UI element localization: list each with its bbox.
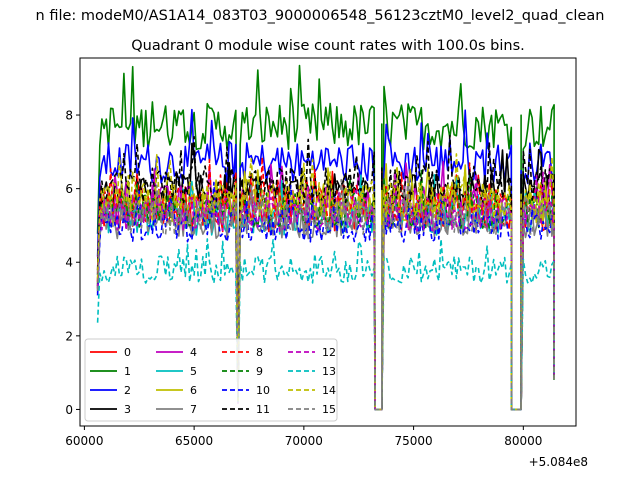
y-tick-label: 0 <box>65 403 73 417</box>
series-line-8 <box>96 156 555 411</box>
legend-label-8: 8 <box>256 346 263 359</box>
legend-label-2: 2 <box>124 384 131 397</box>
legend-box <box>84 338 338 422</box>
legend-label-7: 7 <box>190 403 197 416</box>
legend-label-1: 1 <box>124 365 131 378</box>
legend-label-9: 9 <box>256 365 263 378</box>
legend-label-4: 4 <box>190 346 197 359</box>
x-offset-label: +5.084e8 <box>529 455 588 469</box>
y-tick-label: 8 <box>65 109 73 123</box>
legend-label-0: 0 <box>124 346 131 359</box>
legend-label-14: 14 <box>322 384 336 397</box>
plot-area <box>96 64 555 411</box>
legend-label-10: 10 <box>256 384 270 397</box>
legend-label-3: 3 <box>124 403 131 416</box>
x-tick-label: 70000 <box>285 434 323 448</box>
series-line-10 <box>96 181 555 411</box>
legend-label-12: 12 <box>322 346 336 359</box>
x-tick-label: 75000 <box>394 434 432 448</box>
chart-title: Quadrant 0 module wise count rates with … <box>131 38 525 54</box>
axes-frame <box>79 57 577 427</box>
y-axis: 0 2 4 6 8 <box>65 109 80 417</box>
x-tick-label: 65000 <box>175 434 213 448</box>
legend-label-6: 6 <box>190 384 197 397</box>
series-line-2 <box>96 108 555 411</box>
series-line-14 <box>96 153 555 411</box>
x-tick-label: 80000 <box>504 434 542 448</box>
series-line-13 <box>96 238 555 411</box>
y-tick-label: 4 <box>65 256 73 270</box>
legend-label-15: 15 <box>322 403 336 416</box>
y-tick-label: 6 <box>65 182 73 196</box>
series-line-12 <box>96 171 555 411</box>
x-axis: 60000 65000 70000 75000 80000 <box>65 426 542 448</box>
legend-label-5: 5 <box>190 365 197 378</box>
figure-suptitle: n file: modeM0/AS1A14_083T03_9000006548_… <box>36 8 605 24</box>
legend-label-13: 13 <box>322 365 336 378</box>
x-tick-label: 60000 <box>65 434 103 448</box>
y-tick-label: 2 <box>65 329 73 343</box>
legend-label-11: 11 <box>256 403 270 416</box>
series-line-1 <box>96 64 555 411</box>
